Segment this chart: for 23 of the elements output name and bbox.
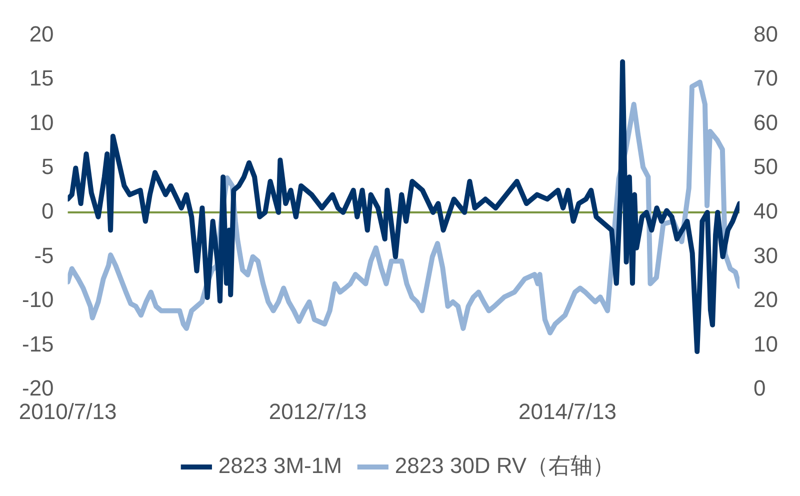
y-tick-label: 5 (42, 154, 54, 180)
y2-tick-label: 10 (754, 331, 778, 356)
y2-tick-label: 30 (754, 242, 778, 268)
y-tick-label: 0 (42, 198, 54, 224)
y-tick-label: -5 (34, 242, 54, 268)
y-tick-label: -20 (22, 376, 54, 401)
y2-tick-label: 80 (754, 21, 778, 46)
y-tick-label: 15 (29, 66, 54, 91)
y2-tick-label: 70 (754, 66, 778, 91)
y2-tick-label: 50 (754, 154, 778, 180)
x-tick-label: 2012/7/13 (268, 398, 367, 424)
y-tick-label: -10 (22, 287, 54, 312)
x-tick-label: 2014/7/13 (518, 398, 616, 424)
y2-tick-label: 0 (754, 376, 766, 401)
y-tick-label: 10 (29, 110, 54, 135)
y-tick-label: -15 (22, 331, 54, 356)
y2-tick-label: 20 (754, 287, 778, 312)
legend-label: 2823 30D RV（右轴） (394, 453, 615, 478)
y2-tick-label: 40 (754, 198, 778, 224)
legend-label: 2823 3M-1M (218, 453, 342, 478)
y2-tick-label: 60 (754, 110, 778, 135)
x-tick-label: 2010/7/13 (18, 398, 117, 424)
y-tick-label: 20 (29, 21, 54, 46)
